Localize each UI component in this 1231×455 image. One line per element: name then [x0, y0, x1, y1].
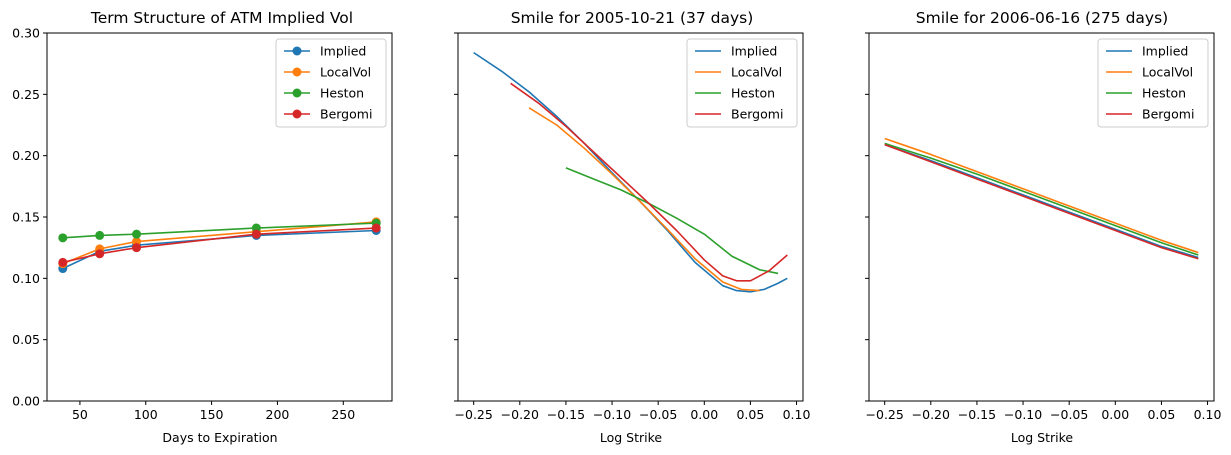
- x-tick-label: −0.25: [455, 407, 493, 422]
- legend-marker: [292, 88, 302, 98]
- x-tick-label: −0.15: [958, 407, 996, 422]
- x-axis-label: Days to Expiration: [162, 430, 277, 445]
- y-tick-label: 0.15: [12, 210, 40, 225]
- series-line-localvol: [62, 221, 377, 265]
- plot-area: [473, 51, 788, 293]
- y-tick-label: 0.05: [12, 332, 40, 347]
- x-tick-label: −0.10: [1004, 407, 1042, 422]
- x-tick-label: −0.10: [593, 407, 631, 422]
- x-tick-label: 250: [331, 407, 355, 422]
- legend-marker: [292, 67, 302, 77]
- legend-box: [686, 38, 798, 128]
- legend-box: [275, 38, 387, 128]
- smile-37-days-panel: Smile for 2005-10-21 (37 days) −0.25 −0.2…: [454, 9, 811, 445]
- legend-label: Implied: [1142, 44, 1188, 59]
- series-line-localvol: [528, 107, 760, 292]
- y-tick-label: 0.20: [12, 148, 40, 163]
- y-axis: [454, 32, 458, 402]
- x-axis: −0.25 −0.20 −0.15 −0.10 −0.05 0.00 0.05 0.10: [455, 401, 811, 422]
- legend-label: Bergomi: [320, 107, 372, 122]
- data-point-bergomi: [371, 223, 381, 233]
- y-tick-label: 0.00: [12, 394, 40, 409]
- legend-label: Heston: [731, 86, 775, 101]
- series-line-implied: [62, 229, 377, 270]
- x-tick-label: 150: [200, 407, 224, 422]
- x-tick-label: 0.05: [1147, 407, 1175, 422]
- series-line-localvol: [884, 137, 1199, 254]
- legend-label: Implied: [731, 44, 777, 59]
- series-line-implied: [884, 143, 1199, 259]
- series-line-heston: [884, 142, 1199, 256]
- x-tick-label: −0.05: [1050, 407, 1088, 422]
- x-tick-label: 100: [134, 407, 158, 422]
- legend-marker: [292, 46, 302, 56]
- y-tick-label: 0.25: [12, 87, 40, 102]
- plot-area: [884, 137, 1199, 260]
- legend-label: LocalVol: [320, 65, 371, 80]
- smile-275-days-panel: Smile for 2006-06-16 (275 days) −0.25 −0.…: [865, 9, 1222, 445]
- x-tick-label: 200: [266, 407, 290, 422]
- data-point-bergomi: [58, 257, 68, 267]
- series-line-bergomi: [510, 82, 788, 282]
- legend-label: Implied: [320, 44, 366, 59]
- y-axis: 0.00 0.05 0.10 0.15 0.20 0.25 0.30: [12, 26, 47, 409]
- x-tick-label: −0.05: [639, 407, 677, 422]
- x-tick-label: 0.00: [690, 407, 718, 422]
- series-line-heston: [565, 167, 779, 275]
- data-point-heston: [58, 233, 68, 243]
- x-axis-label: Log Strike: [1011, 430, 1074, 445]
- data-point-bergomi: [132, 243, 142, 253]
- legend-label: Bergomi: [1142, 107, 1194, 122]
- y-tick-label: 0.10: [12, 271, 40, 286]
- x-axis: 50 100 150 200 250: [72, 401, 355, 422]
- y-tick-label: 0.30: [12, 26, 40, 41]
- x-tick-label: 0.10: [1194, 407, 1222, 422]
- chart-title: Term Structure of ATM Implied Vol: [90, 9, 353, 27]
- legend-label: LocalVol: [1142, 65, 1193, 80]
- x-tick-label: 50: [72, 407, 88, 422]
- x-tick-label: 0.05: [736, 407, 764, 422]
- x-axis: −0.25 −0.20 −0.15 −0.10 −0.05 0.00 0.05 0.10: [866, 401, 1222, 422]
- x-tick-label: −0.20: [912, 407, 950, 422]
- x-tick-label: −0.15: [547, 407, 585, 422]
- legend: Implied LocalVol Heston Bergomi: [275, 38, 387, 128]
- legend-label: LocalVol: [731, 65, 782, 80]
- chart-title: Smile for 2005-10-21 (37 days): [511, 9, 754, 27]
- data-point-heston: [95, 230, 105, 240]
- x-tick-label: −0.25: [866, 407, 904, 422]
- y-axis: [865, 32, 869, 402]
- series-line-bergomi: [884, 143, 1199, 260]
- x-tick-label: 0.10: [783, 407, 811, 422]
- legend-box: [1097, 38, 1209, 128]
- legend-label: Bergomi: [731, 107, 783, 122]
- plot-area: [58, 217, 381, 274]
- chart-title: Smile for 2006-06-16 (275 days): [916, 9, 1168, 27]
- legend: Implied LocalVol Heston Bergomi: [686, 38, 798, 128]
- x-axis-label: Log Strike: [600, 430, 663, 445]
- data-point-heston: [132, 229, 142, 239]
- x-tick-label: −0.20: [501, 407, 539, 422]
- legend-marker: [292, 109, 302, 119]
- legend-label: Heston: [320, 86, 364, 101]
- data-point-bergomi: [251, 229, 261, 239]
- data-point-bergomi: [95, 249, 105, 259]
- legend: Implied LocalVol Heston Bergomi: [1097, 38, 1209, 128]
- legend-label: Heston: [1142, 86, 1186, 101]
- term-structure-panel: Term Structure of ATM Implied Vol 0.000.…: [12, 9, 393, 445]
- x-tick-label: 0.00: [1101, 407, 1129, 422]
